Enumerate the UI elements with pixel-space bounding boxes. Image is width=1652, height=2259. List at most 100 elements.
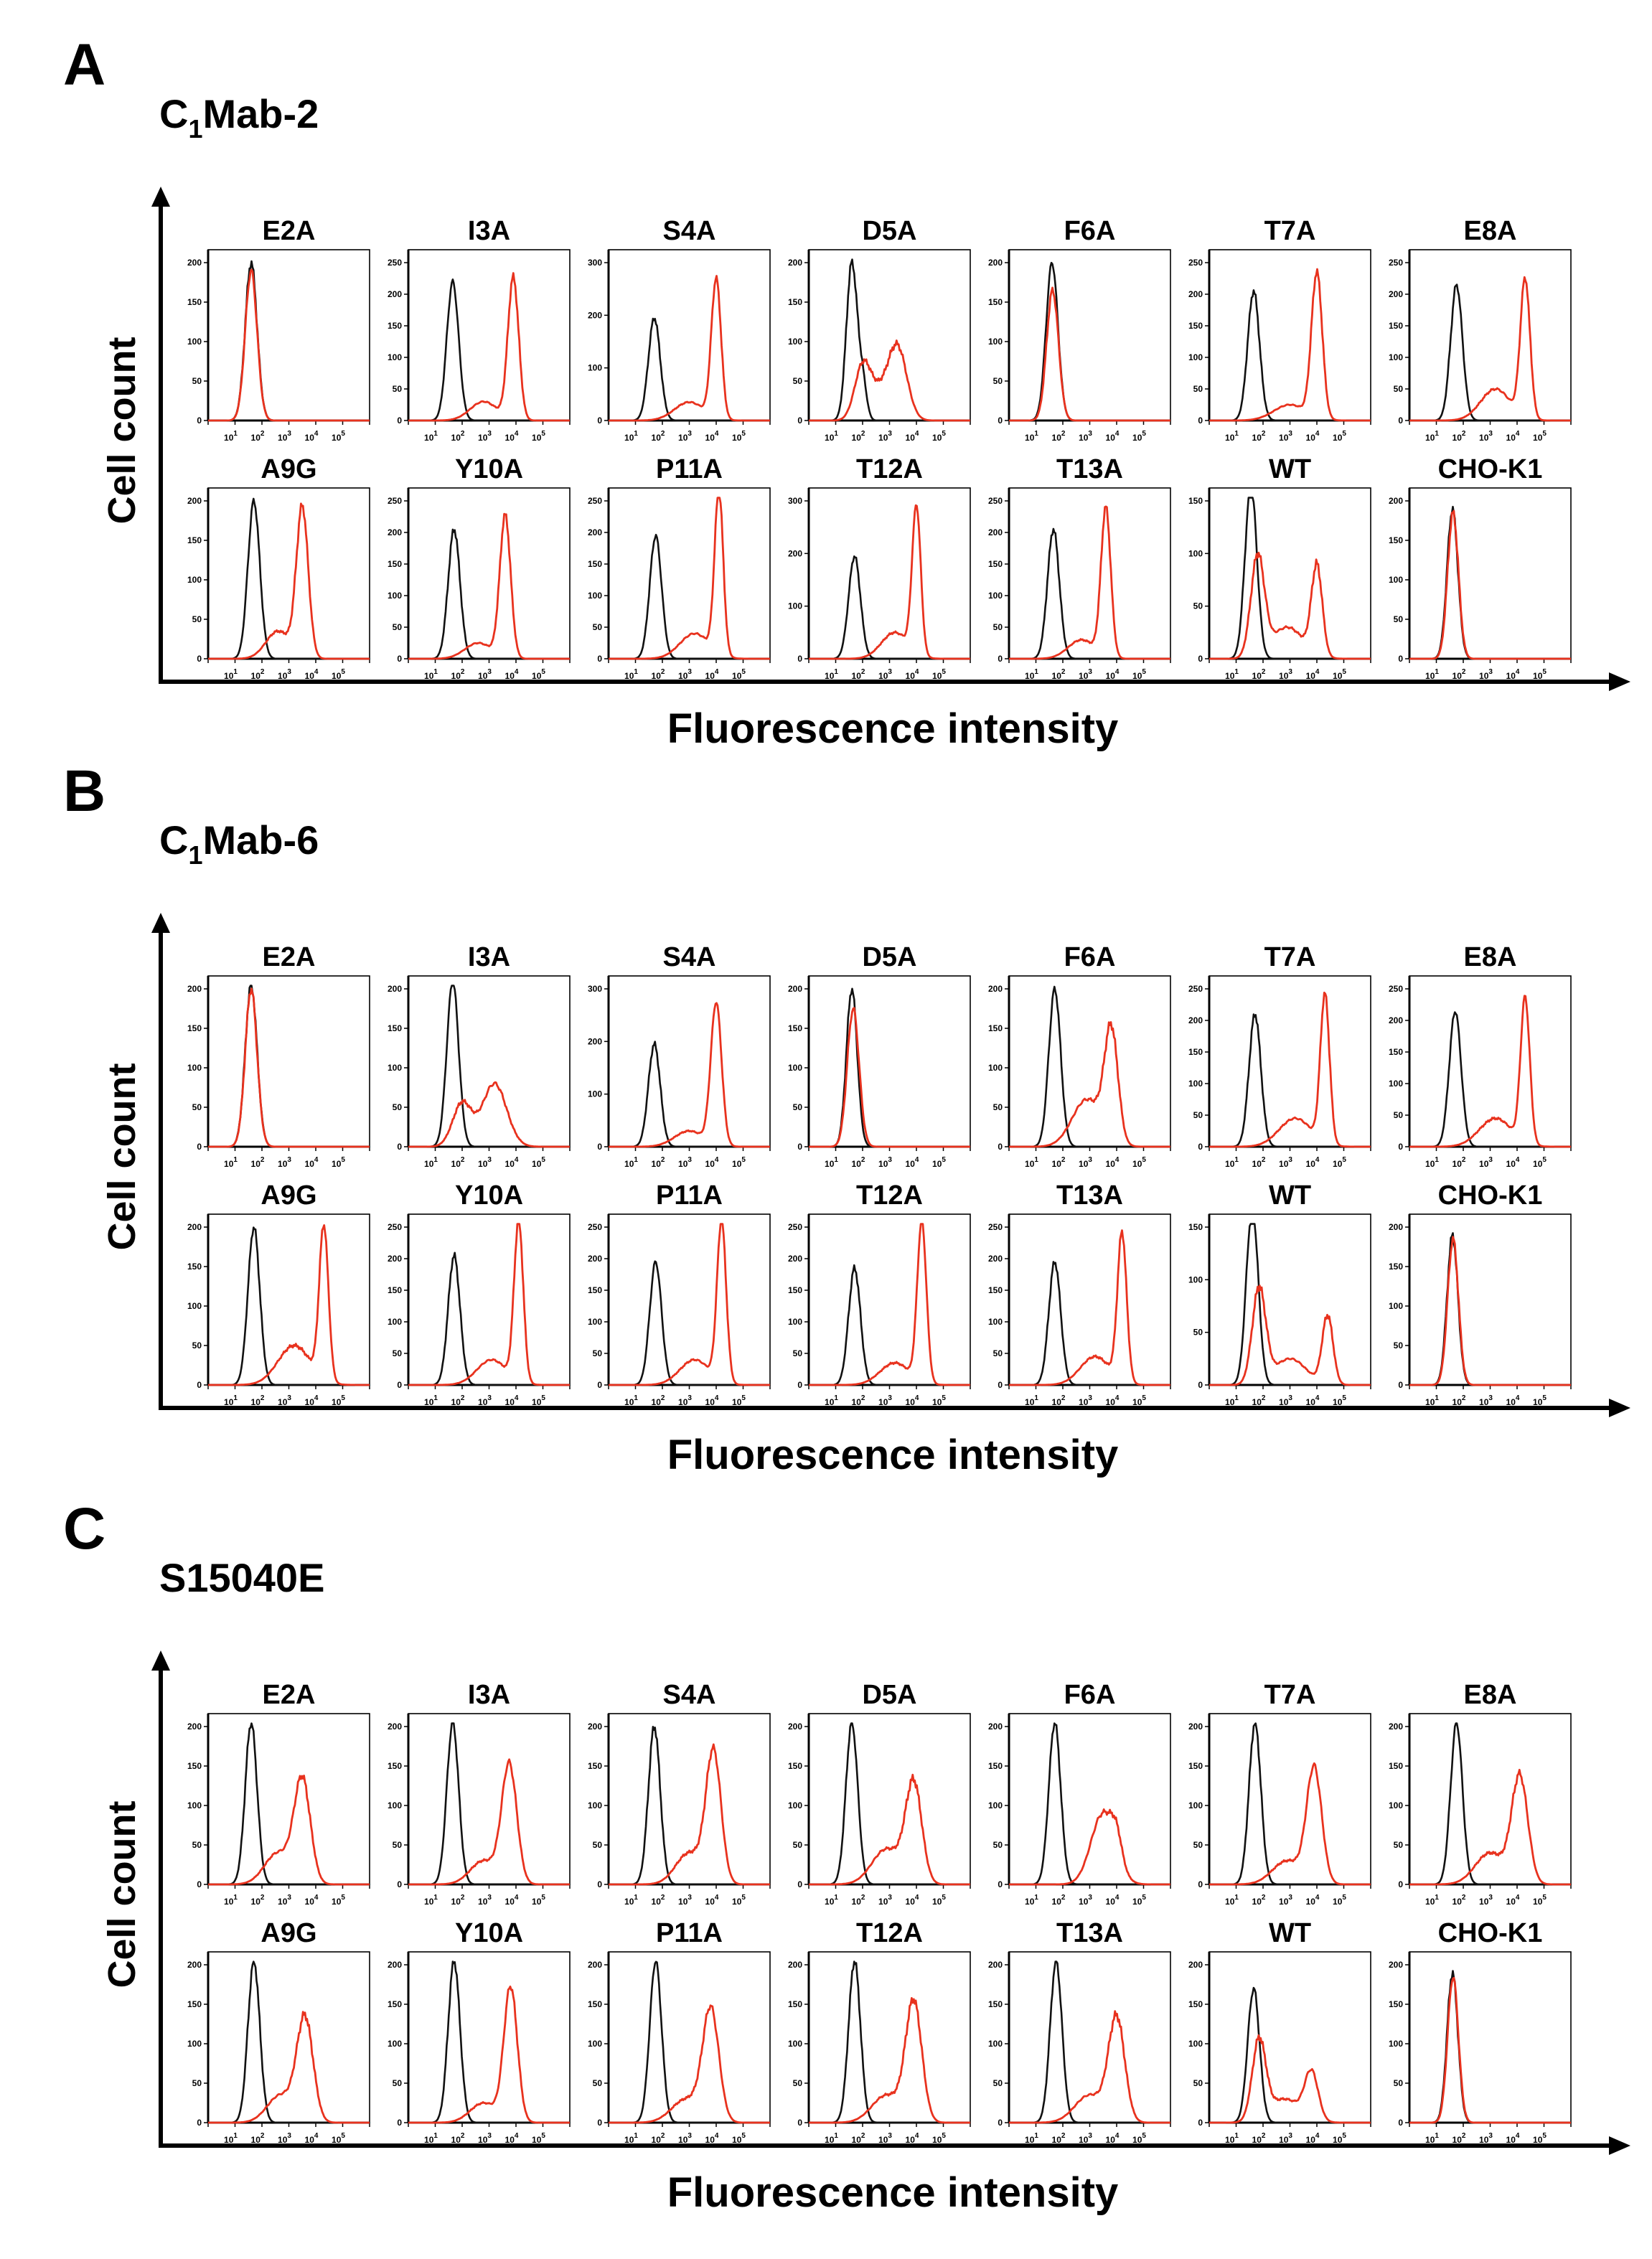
sample-histogram-line [1409, 1236, 1571, 1386]
x-tick-label: 104 [505, 1894, 519, 1907]
y-tick-label: 150 [187, 297, 202, 307]
x-tick-label: 105 [1132, 1394, 1146, 1407]
plot-frame [1209, 1951, 1371, 2123]
x-tick-label: 101 [1025, 1156, 1038, 1169]
sample-histogram-line [609, 1223, 770, 1386]
x-tick-label: 105 [532, 2132, 545, 2145]
y-tick-label: 50 [192, 614, 202, 624]
x-tick-label: 102 [852, 2132, 865, 2145]
x-tick-label: 103 [678, 668, 692, 681]
plot-frame [1409, 249, 1572, 421]
y-tick-label: 200 [988, 1722, 1003, 1732]
y-tick-label: 50 [593, 1840, 603, 1850]
y-tick-label: 150 [1188, 321, 1203, 331]
x-tick-label: 104 [1306, 1894, 1320, 1907]
plot-frame [408, 975, 571, 1147]
histogram-p11a: P11A 250 200 150 100 50 0 101 102 103 104 105 [588, 454, 771, 681]
x-tick-label: 105 [1533, 668, 1547, 681]
y-tick-label: 150 [788, 1999, 802, 2009]
x-tick-label: 104 [1106, 1156, 1120, 1169]
x-axis-arrowhead [1609, 672, 1630, 691]
sample-histogram-line [809, 339, 970, 422]
histogram-p11a: P11A 250 200 150 100 50 0 101 102 103 104 105 [588, 1180, 771, 1407]
y-tick-label: 200 [1389, 289, 1403, 299]
control-histogram-line [208, 260, 370, 422]
y-tick-label: 200 [388, 1722, 402, 1732]
y-tick-label: 100 [1389, 2039, 1403, 2049]
x-tick-label: 105 [1132, 2132, 1146, 2145]
plot-frame [1008, 1951, 1171, 2123]
x-tick-label: 101 [224, 1394, 238, 1407]
control-histogram-line [1009, 527, 1170, 660]
plot-frame [808, 1713, 971, 1885]
x-tick-label: 105 [732, 430, 746, 443]
histogram-f6a: F6A 200 150 100 50 0 101 102 103 104 105 [988, 942, 1171, 1169]
x-tick-label: 105 [732, 668, 746, 681]
y-tick-label: 100 [1389, 1301, 1403, 1311]
y-tick-label: 250 [588, 1222, 602, 1232]
x-tick-label: 105 [932, 2132, 946, 2145]
sample-histogram-line [208, 268, 370, 422]
y-tick-label: 50 [1394, 1340, 1404, 1351]
y-tick-label: 250 [788, 1222, 802, 1232]
y-tick-label: 150 [988, 1285, 1003, 1295]
histogram-d5a: D5A 200 150 100 50 0 101 102 103 104 105 [788, 942, 971, 1169]
subplot-title: I3A [468, 216, 510, 246]
x-tick-label: 102 [451, 430, 465, 443]
plot-frame [1409, 1713, 1572, 1885]
plot-frame [808, 1213, 971, 1386]
antibody-title: C1Mab-2 [159, 91, 319, 144]
sample-histogram-line [609, 1743, 770, 1886]
y-tick-label: 50 [192, 2078, 202, 2088]
control-histogram-line [1409, 1011, 1571, 1148]
plot-frame [207, 249, 370, 421]
control-histogram-line [208, 1722, 370, 1886]
x-tick-label: 103 [478, 1894, 492, 1907]
y-tick-label: 100 [1188, 1079, 1203, 1089]
y-tick-label: 0 [397, 1142, 402, 1152]
x-tick-label: 103 [1079, 1894, 1092, 1907]
x-tick-label: 104 [906, 1894, 919, 1907]
x-tick-label: 103 [1279, 1394, 1292, 1407]
control-histogram-line [609, 533, 770, 660]
y-tick-label: 0 [597, 1380, 602, 1390]
y-tick-label: 0 [1398, 2118, 1403, 2128]
x-tick-label: 102 [652, 1894, 665, 1907]
sample-histogram-line [609, 2004, 770, 2124]
x-tick-label: 102 [852, 1894, 865, 1907]
y-tick-label: 100 [988, 1317, 1003, 1327]
x-tick-label: 101 [424, 1156, 438, 1169]
histogram-f6a: F6A 200 150 100 50 0 101 102 103 104 105 [988, 216, 1171, 443]
y-tick-label: 200 [1389, 496, 1403, 506]
plot-frame [608, 975, 771, 1147]
x-tick-label: 105 [532, 1156, 545, 1169]
y-tick-label: 100 [1389, 575, 1403, 585]
subplot-title: CHO-K1 [1438, 1918, 1543, 1948]
histogram-wt: WT 150 100 50 0 101 102 103 104 105 [1188, 454, 1371, 681]
histogram-i3a: I3A 200 150 100 50 0 101 102 103 104 105 [388, 1680, 571, 1907]
y-tick-label: 50 [993, 1348, 1003, 1358]
x-tick-label: 101 [825, 1394, 838, 1407]
subplot-title: T7A [1264, 1680, 1316, 1710]
y-tick-label: 100 [988, 337, 1003, 347]
x-tick-label: 103 [878, 1156, 892, 1169]
y-tick-label: 50 [993, 622, 1003, 632]
y-tick-label: 0 [1198, 415, 1203, 426]
y-tick-label: 250 [988, 1222, 1003, 1232]
y-tick-label: 50 [1394, 384, 1404, 394]
y-tick-label: 100 [588, 591, 602, 601]
sample-histogram-line [1009, 1229, 1170, 1386]
y-tick-label: 150 [388, 1023, 402, 1033]
sample-histogram-line [1409, 276, 1571, 422]
panel-C: C S15040E Cell count Fluorescence intensity… [63, 1496, 1630, 2216]
y-tick-label: 150 [1389, 321, 1403, 331]
plot-frame [608, 249, 771, 421]
sample-histogram-line [1409, 509, 1571, 660]
x-tick-label: 102 [1052, 2132, 1066, 2145]
histogram-s4a: S4A 200 150 100 50 0 101 102 103 104 105 [588, 1680, 771, 1907]
x-tick-label: 103 [878, 1394, 892, 1407]
y-tick-label: 100 [788, 601, 802, 611]
x-tick-label: 102 [852, 1156, 865, 1169]
y-tick-label: 50 [393, 1348, 403, 1358]
y-tick-label: 150 [1389, 1262, 1403, 1272]
